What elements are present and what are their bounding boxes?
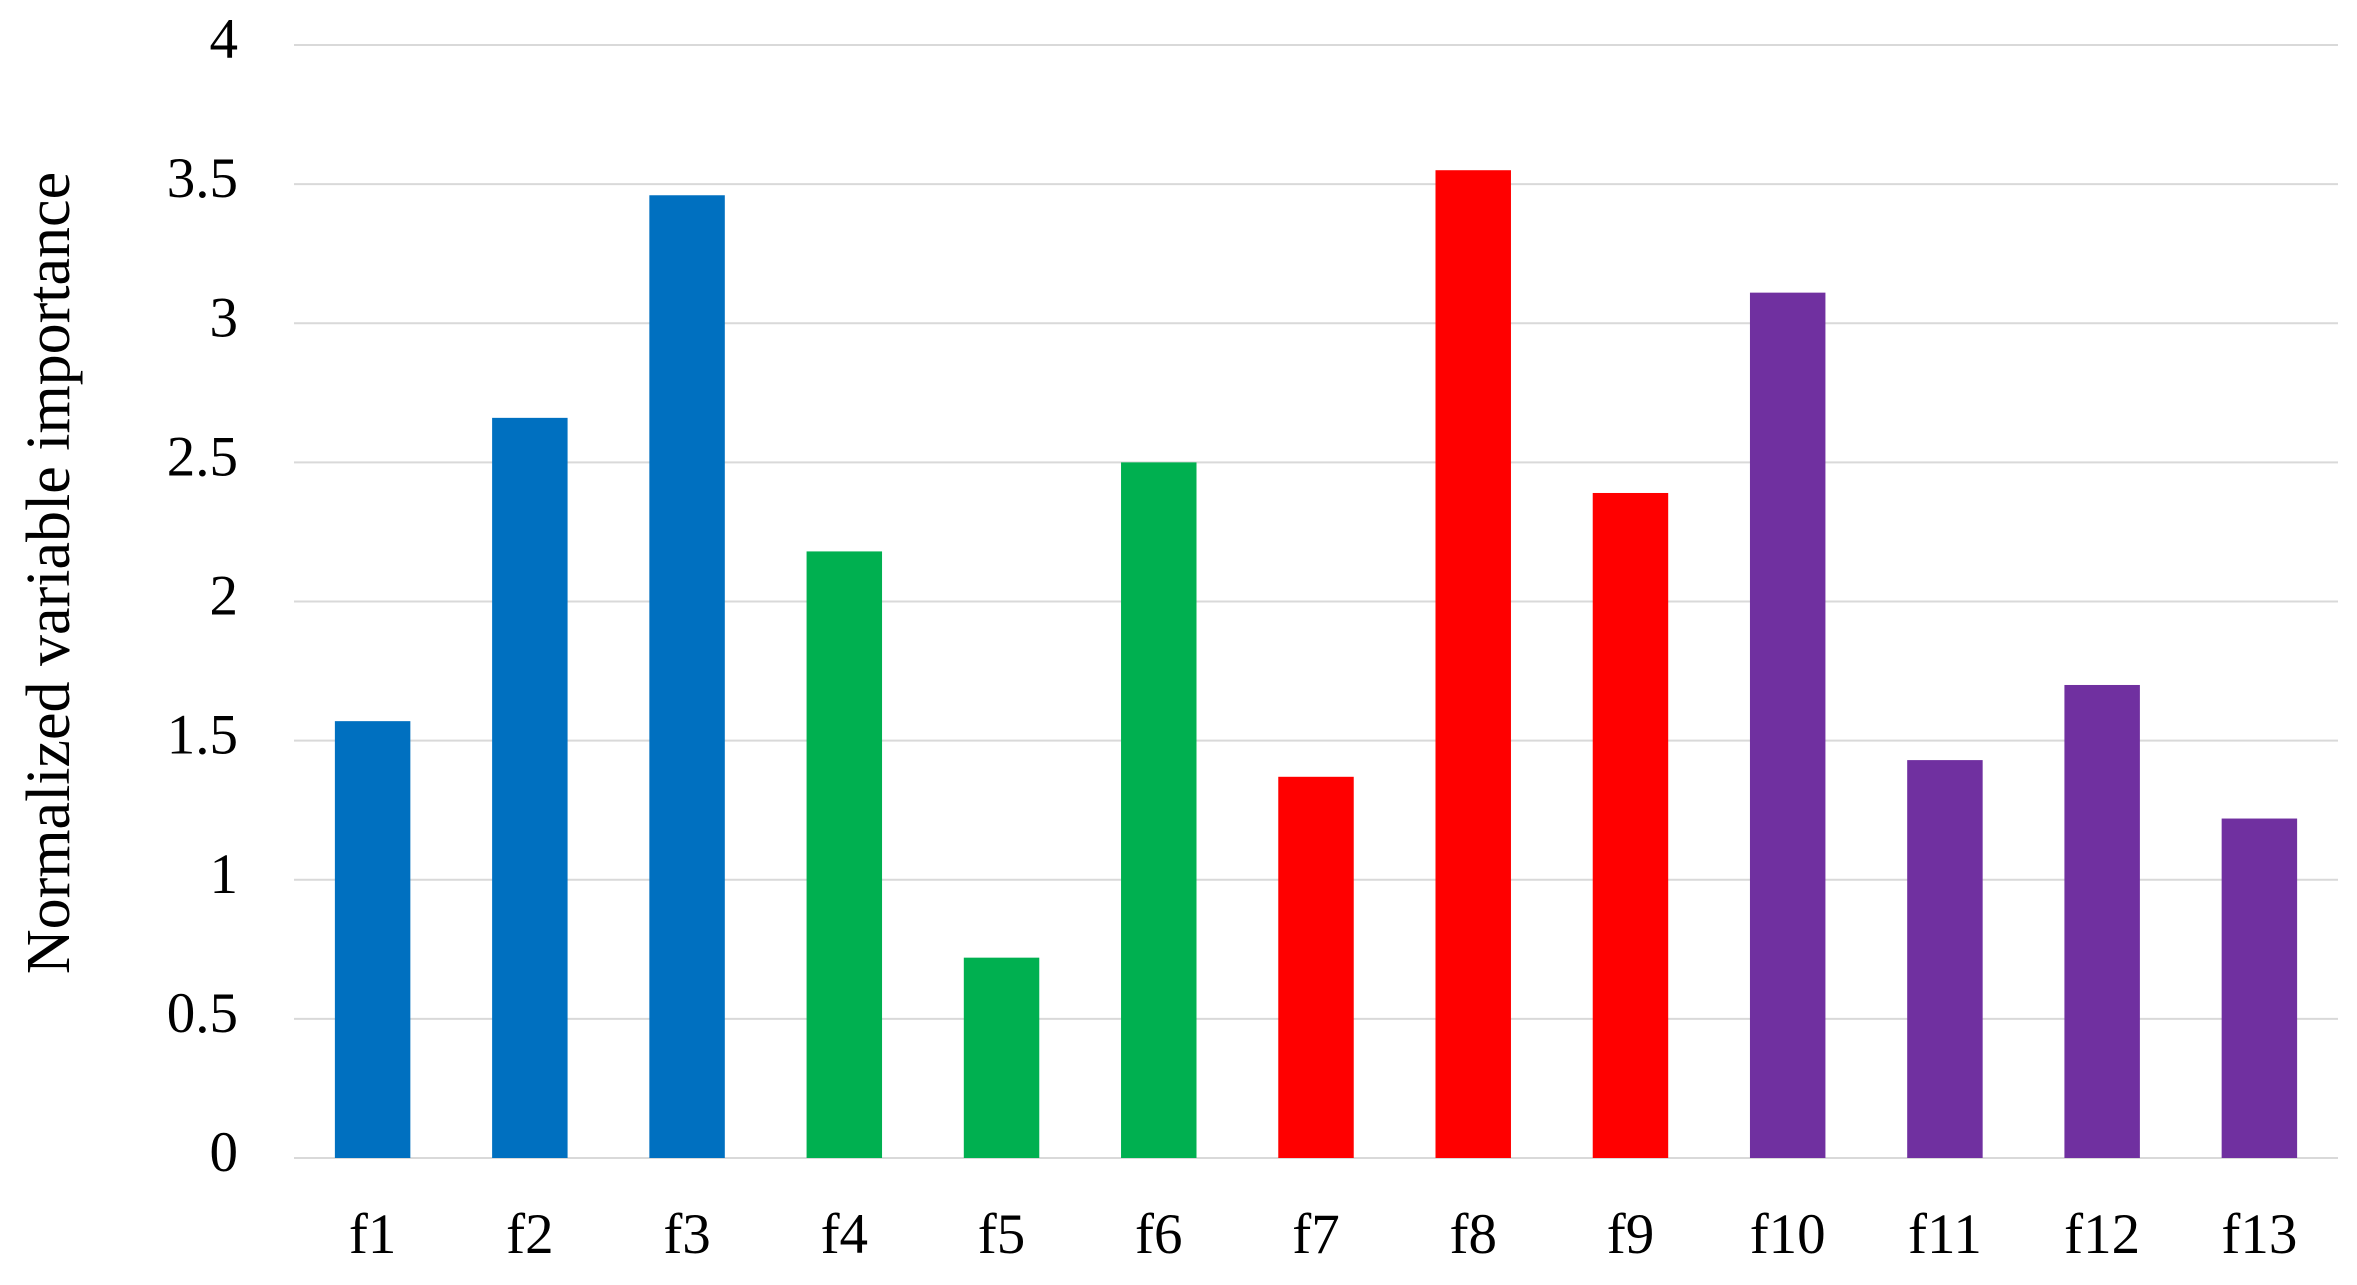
y-tick-label: 2.5	[167, 425, 238, 488]
y-axis-label: Normalized variable importance	[15, 172, 83, 974]
x-tick-label: f7	[1292, 1203, 1339, 1266]
x-tick-label: f6	[1135, 1203, 1182, 1266]
x-tick-label: f13	[2221, 1203, 2297, 1266]
x-tick-label: f11	[1908, 1203, 1982, 1266]
x-tick-label: f3	[663, 1203, 710, 1266]
bar	[1278, 776, 1354, 1158]
x-tick-label: f10	[1750, 1203, 1826, 1266]
y-tick-label: 3.5	[167, 147, 238, 210]
y-tick-label: 2	[210, 565, 239, 628]
x-tick-label: f4	[821, 1203, 868, 1266]
bar	[806, 551, 883, 1158]
x-tick-label: f2	[506, 1203, 553, 1266]
bar	[2064, 684, 2140, 1158]
bar	[1592, 492, 1669, 1158]
x-tick-label: f12	[2064, 1203, 2140, 1266]
y-tick-label: 1.5	[167, 704, 238, 767]
bar	[1749, 292, 1826, 1159]
bar	[1907, 760, 1983, 1158]
bar	[649, 195, 725, 1158]
y-tick-label: 0	[210, 1121, 239, 1184]
bar	[1435, 170, 1511, 1158]
x-tick-label: f8	[1449, 1203, 1496, 1266]
bar	[1121, 462, 1197, 1158]
y-tick-label: 4	[210, 8, 239, 71]
y-tick-label: 1	[210, 843, 239, 906]
bar	[492, 417, 568, 1159]
x-tick-label: f1	[349, 1203, 396, 1266]
bar	[2221, 818, 2298, 1158]
y-tick-label: 3	[210, 286, 239, 349]
x-tick-label: f9	[1607, 1203, 1654, 1266]
x-tick-label: f5	[978, 1203, 1025, 1266]
bar	[334, 721, 411, 1158]
bar	[963, 957, 1040, 1158]
y-tick-label: 0.5	[167, 982, 238, 1045]
